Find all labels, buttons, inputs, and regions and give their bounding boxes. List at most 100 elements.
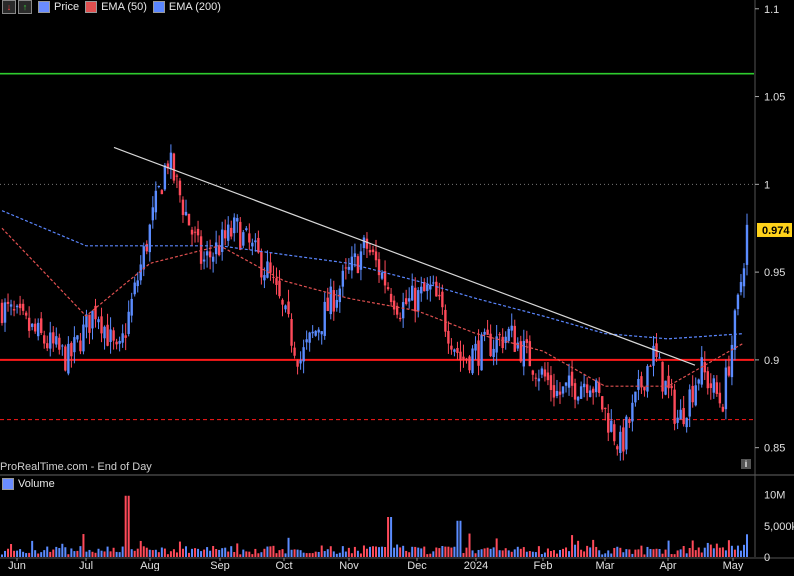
- candle-body: [326, 297, 329, 311]
- volume-bar: [305, 553, 308, 557]
- volume-bar: [381, 546, 384, 557]
- candle-body: [278, 280, 281, 297]
- arrow-down-icon[interactable]: ↓: [2, 0, 16, 14]
- volume-bar: [706, 542, 709, 557]
- volume-bar: [456, 520, 459, 557]
- volume-bar: [667, 540, 670, 557]
- candle-body: [459, 351, 462, 361]
- volume-bar: [631, 553, 634, 557]
- candle-body: [368, 250, 372, 253]
- candle-body: [124, 335, 127, 338]
- volume-bar: [317, 551, 320, 557]
- candle-body: [682, 408, 685, 425]
- candle-body: [730, 344, 734, 378]
- candle-body: [567, 375, 571, 388]
- candle-body: [236, 218, 239, 222]
- volume-bar: [525, 551, 528, 557]
- legend-volume-label[interactable]: Volume: [18, 478, 55, 490]
- candle-body: [429, 284, 432, 290]
- volume-bar: [522, 547, 525, 557]
- volume-axis-label: 0: [764, 552, 770, 564]
- volume-bar: [341, 546, 344, 557]
- candle-body: [610, 420, 613, 432]
- volume-bar: [272, 545, 275, 557]
- info-icon[interactable]: i: [741, 459, 751, 469]
- legend-price-label: Price: [54, 1, 80, 13]
- candle-body: [664, 380, 667, 395]
- candle-body: [142, 246, 145, 270]
- candle-body: [643, 386, 646, 391]
- volume-bar: [429, 553, 432, 557]
- candle-body: [181, 199, 185, 215]
- candle-body: [450, 345, 453, 350]
- volume-bar: [103, 551, 106, 557]
- candle-body: [570, 371, 574, 386]
- candle-body: [622, 427, 625, 452]
- candle-body: [169, 152, 173, 170]
- volume-bar: [112, 547, 115, 557]
- volume-bar: [531, 551, 534, 557]
- volume-bar: [97, 548, 100, 557]
- volume-bar: [133, 550, 136, 557]
- volume-bar: [145, 547, 148, 557]
- candle-body: [607, 413, 610, 433]
- candle-body: [546, 372, 550, 381]
- candle-body: [97, 319, 100, 323]
- x-tick-label: Dec: [407, 560, 427, 571]
- volume-bar: [420, 548, 423, 557]
- legend-price[interactable]: Price: [38, 1, 79, 13]
- candle-body: [263, 275, 266, 281]
- volume-bar: [486, 547, 489, 557]
- volume-bar: [637, 549, 640, 557]
- legend-ema200[interactable]: EMA (200): [152, 1, 221, 13]
- trendline: [113, 146, 696, 366]
- candle-body: [588, 390, 592, 397]
- volume-bar: [172, 549, 175, 557]
- volume-bar: [742, 544, 745, 557]
- volume-bar: [299, 550, 302, 557]
- volume-bar: [70, 548, 73, 557]
- x-tick-label: Feb: [534, 560, 553, 571]
- candle-body: [392, 300, 396, 310]
- price-legend: ↓ ↑ Price EMA (50) EMA (200): [0, 0, 221, 14]
- candle-body: [52, 332, 55, 344]
- volume-bar: [16, 550, 19, 557]
- legend-ema50[interactable]: EMA (50): [85, 1, 147, 13]
- volume-swatch-icon: [2, 478, 14, 490]
- candle-body: [477, 340, 480, 366]
- volume-bar: [477, 549, 480, 557]
- candle-body: [426, 284, 429, 292]
- x-tick-label: Jun: [8, 560, 26, 571]
- volume-bar: [510, 551, 513, 557]
- volume-bar: [371, 546, 374, 557]
- candle-body: [233, 217, 236, 234]
- candle-body: [94, 305, 97, 320]
- volume-bar: [184, 546, 187, 557]
- candle-body: [591, 388, 595, 393]
- volume-bar: [151, 550, 154, 557]
- volume-bar: [281, 549, 284, 557]
- volume-bar: [73, 551, 76, 557]
- candle-body: [365, 238, 369, 249]
- volume-bar: [616, 546, 619, 557]
- volume-bar: [634, 549, 637, 557]
- volume-bar: [670, 554, 673, 557]
- volume-bar: [438, 548, 441, 557]
- arrow-up-icon[interactable]: ↑: [18, 0, 32, 14]
- candle-body: [112, 330, 115, 341]
- candle-body: [697, 379, 700, 384]
- candle-body: [389, 293, 393, 303]
- volume-bar: [390, 517, 393, 557]
- candle-body: [30, 323, 34, 327]
- candle-body: [211, 256, 215, 262]
- volume-legend: Volume: [0, 476, 55, 492]
- x-tick-label: Apr: [659, 560, 676, 571]
- volume-bar: [94, 552, 97, 557]
- candle-body: [398, 317, 402, 320]
- volume-bar: [49, 551, 52, 557]
- volume-bar: [323, 551, 326, 557]
- y-tick-label: 0.9: [764, 355, 779, 367]
- volume-bar: [417, 547, 420, 557]
- volume-bar: [109, 551, 112, 557]
- volume-bar: [471, 550, 474, 557]
